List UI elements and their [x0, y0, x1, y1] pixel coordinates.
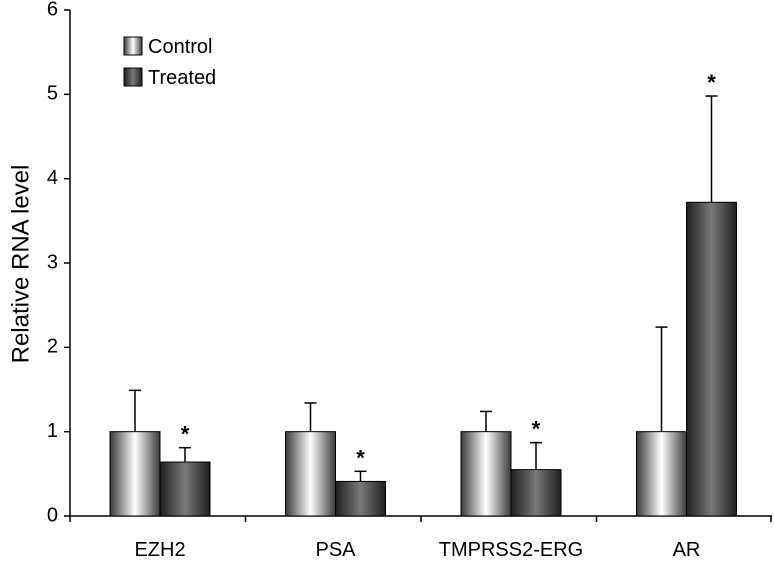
category-label: PSA: [315, 539, 356, 561]
significance-markers: * * * *: [181, 70, 717, 470]
bars: [109, 201, 737, 517]
significance-star: *: [181, 422, 190, 447]
category-labels: EZH2 PSA TMPRSS2-ERG AR: [69, 516, 772, 561]
significance-star: *: [532, 417, 541, 442]
legend: Control Treated: [123, 36, 216, 89]
category-label: EZH2: [134, 539, 185, 561]
bar-control-psa: [285, 431, 336, 517]
bar-treated-ezh2: [159, 461, 211, 517]
bar-treated-psa: [335, 480, 386, 517]
bar-treated-ar: [686, 201, 737, 517]
legend-label-control: Control: [148, 36, 212, 58]
bar-control-tmprss2-erg: [460, 431, 512, 517]
y-tick-label: 5: [47, 83, 58, 105]
error-bars: [129, 95, 718, 482]
y-tick-label: 0: [47, 504, 58, 526]
y-tick-label: 2: [47, 336, 58, 358]
legend-swatch-control: [123, 36, 143, 56]
legend-label-treated: Treated: [148, 67, 216, 89]
y-tick-label: 1: [47, 420, 58, 442]
y-tick-label: 3: [47, 251, 58, 273]
category-label: TMPRSS2-ERG: [439, 539, 583, 561]
y-ticks: 0 1 2 3 4 5 6: [47, 0, 70, 526]
bar-treated-tmprss2-erg: [510, 469, 562, 517]
legend-swatch-treated: [123, 67, 143, 87]
bar-control-ar: [636, 431, 687, 517]
category-label: AR: [673, 539, 701, 561]
y-tick-label: 4: [47, 167, 58, 189]
significance-star: *: [356, 445, 365, 470]
y-axis-title: Relative RNA level: [7, 165, 34, 364]
bar-control-ezh2: [109, 431, 161, 517]
significance-star: *: [707, 70, 716, 95]
y-tick-label: 6: [47, 0, 58, 20]
